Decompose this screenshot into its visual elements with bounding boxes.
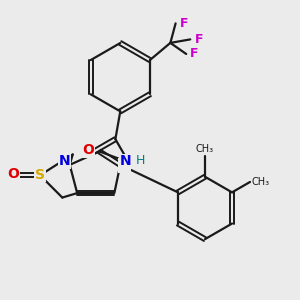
Text: CH₃: CH₃ <box>251 177 270 187</box>
Text: O: O <box>82 143 94 157</box>
Text: H: H <box>135 154 145 167</box>
Text: O: O <box>7 167 19 181</box>
Text: CH₃: CH₃ <box>196 145 214 154</box>
Text: N: N <box>118 158 130 172</box>
Text: N: N <box>58 154 70 168</box>
Text: N: N <box>120 154 131 168</box>
Text: F: F <box>195 33 203 46</box>
Text: S: S <box>35 168 45 182</box>
Text: F: F <box>190 47 199 61</box>
Text: F: F <box>180 17 189 30</box>
